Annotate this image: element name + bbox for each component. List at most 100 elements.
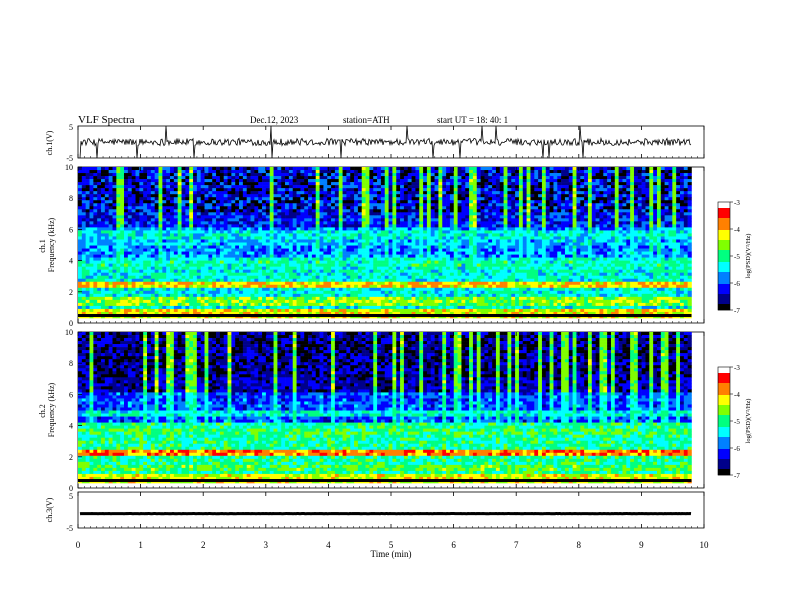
spectrogram-cell xyxy=(281,179,286,183)
spectrogram-cell xyxy=(476,215,481,219)
spectrogram-cell xyxy=(357,218,363,222)
spectrogram-cell xyxy=(208,176,213,180)
spectrogram-cell xyxy=(212,176,217,180)
spectrogram-cell xyxy=(549,251,554,255)
spectrogram-cell xyxy=(580,251,585,255)
spectrogram-cell xyxy=(534,245,539,249)
spectrogram-cell xyxy=(139,257,144,261)
spectrogram-cell xyxy=(683,206,688,210)
spectrogram-cell xyxy=(676,215,681,219)
spectrogram-cell xyxy=(415,179,420,183)
spectrogram-cell xyxy=(668,251,673,255)
spectrogram-cell xyxy=(350,239,355,243)
spectrogram-cell xyxy=(308,215,313,219)
spectrogram-cell xyxy=(545,200,550,204)
spectrogram-cell xyxy=(265,197,271,201)
spectrogram-cell xyxy=(361,215,366,219)
spectrogram-cell xyxy=(507,173,512,177)
spectrogram-cell xyxy=(262,209,267,213)
spectrogram-cell xyxy=(196,197,201,201)
spectrogram-cell xyxy=(231,170,236,174)
spectrogram-cell xyxy=(453,209,458,213)
spectrogram-cell xyxy=(649,251,654,255)
spectrogram-cell xyxy=(515,224,520,228)
spectrogram-cell xyxy=(645,170,650,174)
spectrogram-cell xyxy=(469,224,474,228)
spectrogram-cell xyxy=(300,254,305,258)
spectrogram-cell xyxy=(200,215,205,219)
spectrogram-cell xyxy=(181,176,186,180)
spectrogram-cell xyxy=(442,230,447,234)
spectrogram-cell xyxy=(545,182,550,186)
spectrogram-cell xyxy=(419,230,424,234)
spectrogram-cell xyxy=(526,245,531,249)
spectrogram-cell xyxy=(338,248,343,252)
spectrogram-cell xyxy=(380,209,386,213)
spectrogram-cell xyxy=(373,218,378,222)
spectrogram-cell xyxy=(653,224,658,228)
spectrogram-cell xyxy=(488,224,493,228)
spectrogram-cell xyxy=(319,245,324,249)
spectrogram-cell xyxy=(549,197,554,201)
spectrogram-cell xyxy=(143,254,148,258)
spectrogram-cell xyxy=(342,203,347,207)
spectrogram-cell xyxy=(311,170,317,174)
spectrogram-cell xyxy=(112,194,117,198)
spectrogram-cell xyxy=(285,248,290,252)
spectrogram-cell xyxy=(668,191,673,195)
spectrogram-cell xyxy=(323,194,328,198)
spectrogram-cell xyxy=(227,194,232,198)
spectrogram-cell xyxy=(254,245,259,249)
spectrogram-cell xyxy=(116,221,121,225)
spectrogram-cell xyxy=(618,206,623,210)
spectrogram-cell xyxy=(610,236,616,240)
spectrogram-cell xyxy=(116,170,121,174)
spectrogram-cell xyxy=(419,245,424,249)
spectrogram-cell xyxy=(457,185,462,189)
spectrogram-cell xyxy=(484,257,489,261)
spectrogram-cell xyxy=(568,221,573,225)
spectrogram-cell xyxy=(373,185,378,189)
spectrogram-cell xyxy=(645,182,650,186)
spectrogram-cell xyxy=(515,200,520,204)
spectrogram-cell xyxy=(346,191,351,195)
spectrogram-cell xyxy=(580,176,585,180)
spectrogram-cell xyxy=(373,206,378,210)
spectrogram-cell xyxy=(507,248,512,252)
spectrogram-cell xyxy=(687,257,692,261)
spectrogram-cell xyxy=(622,209,627,213)
spectrogram-cell xyxy=(189,170,194,174)
spectrogram-cell xyxy=(135,257,140,261)
spectrogram-cell xyxy=(219,191,224,195)
spectrogram-cell xyxy=(396,191,401,195)
spectrogram-cell xyxy=(173,227,178,231)
spectrogram-cell xyxy=(277,251,282,255)
spectrogram-cell xyxy=(449,170,455,174)
spectrogram-cell xyxy=(262,227,267,231)
spectrogram-cell xyxy=(407,173,412,177)
spectrogram-cell xyxy=(200,224,205,228)
spectrogram-cell xyxy=(350,185,355,189)
spectrogram-cell xyxy=(269,242,274,246)
spectrogram-cell xyxy=(85,173,90,177)
spectrogram-cell xyxy=(334,185,340,189)
spectrogram-cell xyxy=(676,224,681,228)
spectrogram-cell xyxy=(208,221,213,225)
spectrogram-cell xyxy=(258,254,263,258)
spectrogram-cell xyxy=(158,209,163,213)
spectrogram-cell xyxy=(285,212,290,216)
spectrogram-cell xyxy=(158,224,163,228)
spectrogram-cell xyxy=(196,203,201,207)
spectrogram-cell xyxy=(599,215,604,219)
spectrogram-cell xyxy=(515,239,520,243)
spectrogram-cell xyxy=(653,203,658,207)
spectrogram-cell xyxy=(304,248,309,252)
spectrogram-cell xyxy=(564,173,570,177)
spectrogram-cell xyxy=(683,176,688,180)
spectrogram-cell xyxy=(258,197,263,201)
spectrogram-cell xyxy=(449,203,455,207)
spectrogram-cell xyxy=(216,188,221,192)
spectrogram-cell xyxy=(327,182,332,186)
spectrogram-cell xyxy=(147,197,152,201)
spectrogram-cell xyxy=(415,215,420,219)
